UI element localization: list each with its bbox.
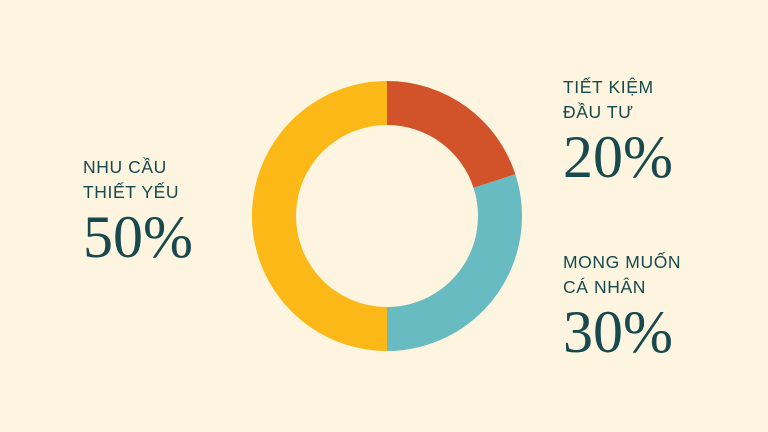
callout-wants-line1: MONG MUỐN (563, 252, 682, 272)
donut-segment-3 (252, 81, 387, 351)
donut-segment-1 (387, 81, 516, 188)
callout-needs-line1: NHU CẦU (83, 157, 167, 177)
callout-wants-percent: 30% (563, 299, 673, 365)
callout-wants-line2: CÁ NHÂN (563, 277, 646, 297)
callout-savings-line1: TIẾT KIỆM (563, 77, 654, 97)
donut-segments-group (252, 81, 522, 351)
callout-wants: MONG MUỐN CÁ NHÂN 30% (563, 250, 681, 362)
callout-savings-percent: 20% (563, 124, 673, 190)
donut-segment-2 (387, 174, 522, 351)
callout-needs: NHU CẦU THIẾT YẾU 50% (83, 155, 193, 267)
callout-needs-percent: 50% (83, 204, 193, 270)
callout-savings-line2: ĐẦU TƯ (563, 102, 634, 122)
callout-savings: TIẾT KIỆM ĐẦU TƯ 20% (563, 75, 673, 187)
callout-needs-line2: THIẾT YẾU (83, 182, 180, 202)
